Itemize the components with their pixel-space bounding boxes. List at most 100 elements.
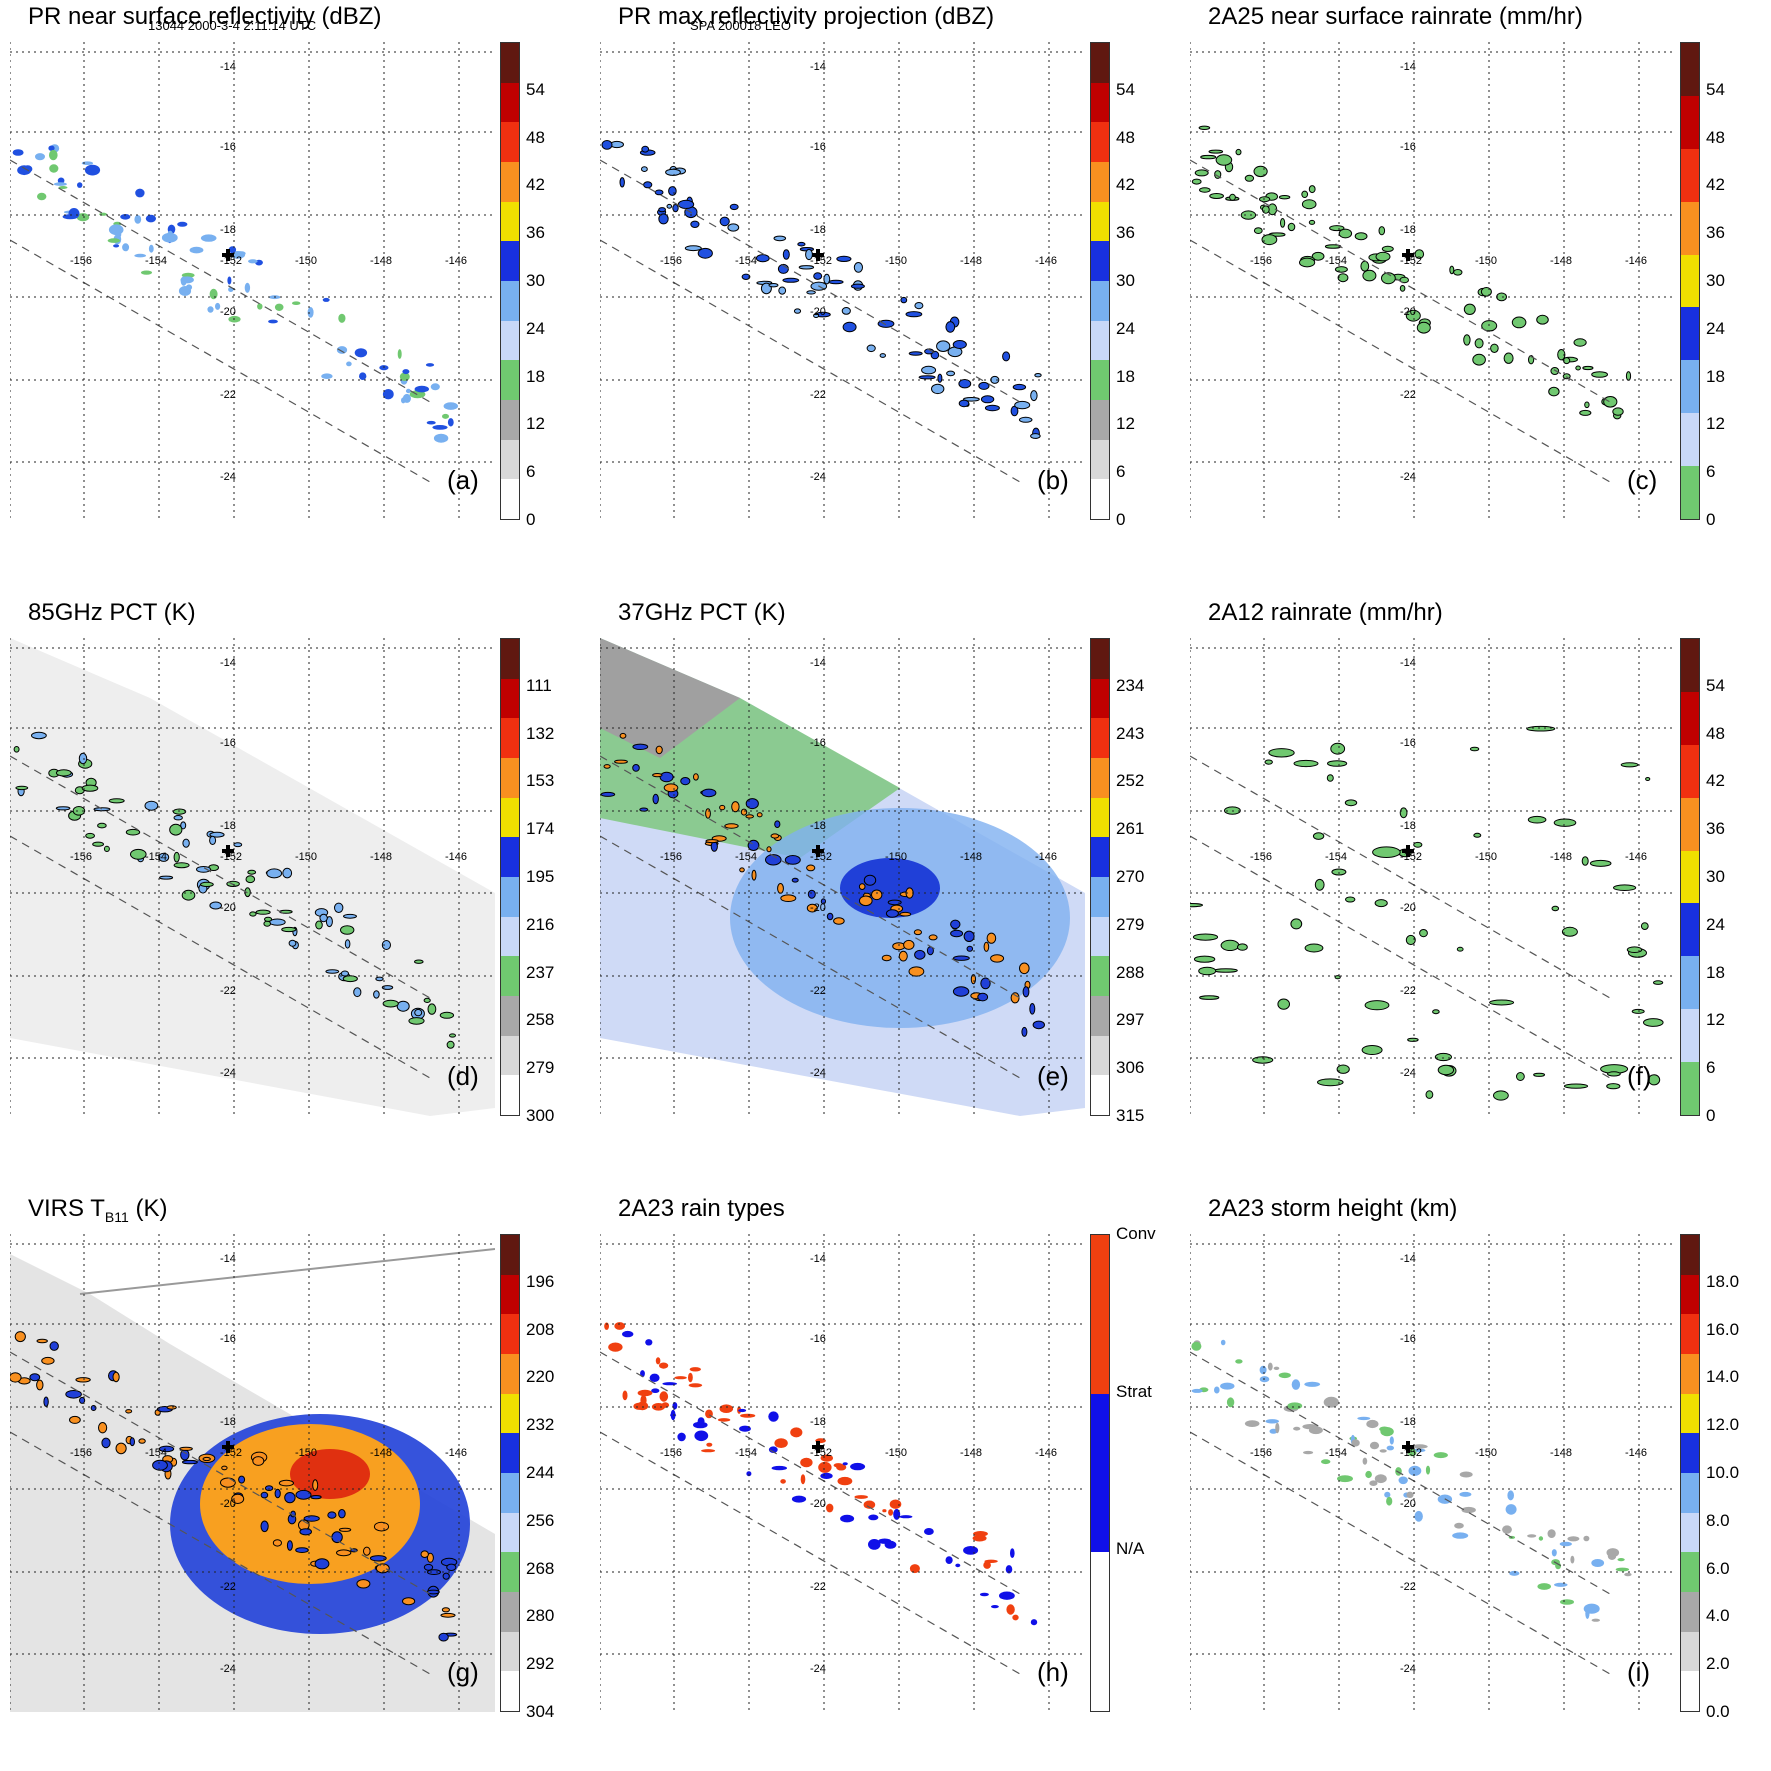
rain-cell bbox=[172, 808, 187, 815]
rain-cell bbox=[945, 1556, 953, 1564]
rain-cell bbox=[130, 848, 147, 860]
rain-cell bbox=[266, 868, 283, 879]
rain-cell bbox=[440, 1612, 456, 1618]
colorbar-tick-label: 6 bbox=[526, 462, 536, 482]
rain-cell bbox=[1384, 1491, 1391, 1498]
colorbar-tick-label: 18 bbox=[1706, 962, 1725, 982]
rain-cell bbox=[1259, 1365, 1267, 1375]
lon-label: -154 bbox=[145, 255, 167, 267]
rain-cell bbox=[202, 1456, 211, 1462]
rain-cell bbox=[826, 912, 834, 921]
rain-cell bbox=[200, 234, 217, 242]
colorbar-segment bbox=[501, 1551, 519, 1592]
colorbar-segment bbox=[1681, 1591, 1699, 1632]
rain-cell bbox=[608, 1342, 623, 1352]
rain-cell bbox=[272, 1539, 282, 1547]
colorbar-tick-label: 304 bbox=[526, 1702, 555, 1721]
rain-cell bbox=[1337, 273, 1349, 283]
rain-cell bbox=[23, 165, 33, 173]
rain-cell bbox=[868, 1514, 879, 1521]
rain-cell bbox=[1583, 1603, 1600, 1614]
rain-cell bbox=[899, 1515, 913, 1519]
rain-cell bbox=[1304, 943, 1324, 953]
rain-cell bbox=[1312, 832, 1325, 840]
swath-edge bbox=[1190, 835, 1611, 1079]
rain-cell bbox=[65, 1390, 82, 1399]
rain-cell bbox=[905, 311, 923, 318]
rain-cell bbox=[1584, 401, 1590, 409]
rain-cell bbox=[173, 862, 190, 869]
rain-cell bbox=[1329, 225, 1345, 232]
swath-edge bbox=[10, 755, 431, 999]
lon-label: -146 bbox=[1035, 1447, 1057, 1459]
rain-cell bbox=[307, 307, 314, 318]
lon-label: -148 bbox=[370, 851, 392, 863]
colorbar-tick-label: 153 bbox=[526, 771, 555, 791]
rain-cell bbox=[439, 1011, 455, 1019]
rain-cell bbox=[442, 413, 449, 419]
rain-cell bbox=[900, 296, 908, 304]
colorbar-ticks: 54 48 42 36 30 24 18 12 6 0 bbox=[526, 42, 586, 529]
rain-cell bbox=[447, 418, 454, 427]
rain-cell bbox=[1361, 1045, 1383, 1055]
rain-cell bbox=[438, 1632, 449, 1642]
rain-cell bbox=[1648, 1074, 1661, 1086]
panel-d: -156 -154 -152 -150 -148 -146 -14 -16 -18 -20 -22 -… bbox=[0, 596, 554, 1125]
rain-cell bbox=[414, 1008, 423, 1017]
rain-cell bbox=[244, 282, 251, 293]
swath-edge bbox=[10, 239, 431, 483]
colorbar-segment bbox=[1091, 399, 1109, 440]
rain-cell bbox=[84, 164, 101, 176]
lat-label: -14 bbox=[220, 61, 236, 73]
rain-cell bbox=[292, 301, 301, 306]
rain-cell bbox=[1573, 338, 1587, 347]
rain-cell bbox=[1496, 292, 1508, 302]
rain-cell bbox=[1362, 269, 1377, 282]
rain-cell bbox=[892, 942, 906, 951]
colorbar-tick-label: 288 bbox=[1116, 962, 1145, 982]
rain-cell bbox=[1640, 922, 1649, 931]
center-marker-icon bbox=[222, 1441, 234, 1453]
rain-cell bbox=[1606, 1083, 1621, 1090]
lat-label: -14 bbox=[810, 1253, 826, 1265]
lon-label: -152 bbox=[810, 1447, 832, 1459]
rain-cell bbox=[1551, 905, 1560, 912]
rain-cell bbox=[169, 823, 183, 836]
colorbar-segment bbox=[1681, 148, 1699, 202]
rain-cell bbox=[1351, 1439, 1360, 1447]
rain-cell bbox=[268, 319, 278, 324]
colorbar-tick-label: 36 bbox=[1116, 223, 1135, 243]
edge-field bbox=[600, 638, 740, 758]
colorbar-tick-label: 196 bbox=[526, 1271, 555, 1291]
rain-cell bbox=[659, 1362, 669, 1369]
rain-cell bbox=[166, 1405, 177, 1410]
rain-cell bbox=[1493, 1090, 1509, 1101]
colorbar-tick-label: 220 bbox=[526, 1367, 555, 1387]
rain-cell bbox=[688, 1383, 703, 1388]
rain-cell bbox=[1583, 1535, 1590, 1542]
rain-cell bbox=[215, 302, 221, 310]
rain-cell bbox=[652, 793, 659, 805]
rain-cell bbox=[903, 939, 915, 950]
colorbar-segment bbox=[1091, 757, 1109, 798]
colorbar-tick-label: 54 bbox=[1706, 79, 1725, 99]
map-svg: -156 -154 -152 -150 -148 -146 -14 -16 -18 -20 -22 -… bbox=[1190, 42, 1675, 520]
rain-cell bbox=[1193, 955, 1216, 963]
rain-cell bbox=[264, 916, 273, 922]
colorbar-segment bbox=[501, 1670, 519, 1711]
rain-cell bbox=[693, 773, 699, 781]
colorbar-tick-label: 237 bbox=[526, 962, 555, 982]
colorbar-segment bbox=[1681, 1008, 1699, 1063]
lat-label: -16 bbox=[1400, 141, 1416, 153]
rain-cell bbox=[373, 990, 380, 999]
panel-letter: (h) bbox=[1037, 1657, 1069, 1687]
colorbar-tick-label: 54 bbox=[526, 79, 545, 99]
panel-letter: (e) bbox=[1037, 1061, 1069, 1091]
colorbar-tick-label: 36 bbox=[1706, 819, 1725, 839]
rain-cell bbox=[1459, 1491, 1472, 1497]
lat-label: -16 bbox=[810, 1333, 826, 1345]
rain-cell bbox=[231, 1493, 245, 1504]
swath-edge bbox=[600, 239, 1021, 483]
scan-edge bbox=[79, 1248, 495, 1295]
rain-cell bbox=[719, 216, 730, 227]
